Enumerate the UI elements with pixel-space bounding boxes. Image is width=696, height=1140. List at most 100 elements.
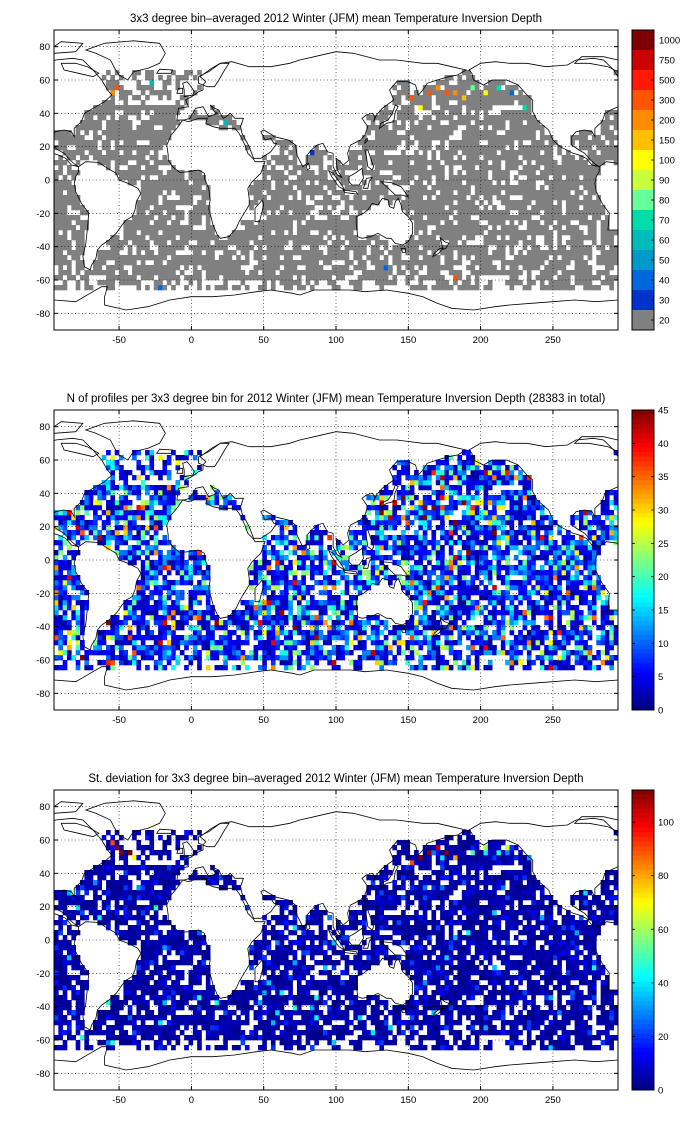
bin-cell — [483, 115, 489, 121]
bin-cell — [409, 575, 415, 581]
bin-cell — [301, 165, 306, 171]
bin-cell — [275, 595, 280, 601]
bin-cell — [479, 120, 484, 126]
bin-cell — [279, 150, 285, 156]
bin-cell — [379, 570, 385, 576]
bin-cell — [301, 550, 306, 556]
bin-cell — [149, 165, 155, 171]
bin-cell — [435, 175, 441, 181]
bin-cell — [123, 275, 129, 281]
bin-cell — [223, 280, 228, 286]
bin-cell — [249, 245, 254, 251]
bin-cell — [192, 185, 198, 191]
bin-cell — [401, 625, 406, 631]
bin-cell — [136, 70, 142, 76]
bin-cell — [336, 580, 341, 586]
bin-cell — [379, 495, 385, 501]
bin-cell — [318, 230, 324, 236]
bin-cell — [362, 260, 367, 266]
bin-cell — [357, 185, 363, 191]
bin-cell — [188, 190, 194, 196]
bin-cell — [214, 655, 220, 661]
bin-cell — [509, 185, 515, 191]
bin-cell — [422, 235, 428, 241]
bin-cell — [535, 230, 541, 236]
bin-cell — [179, 610, 185, 616]
bin-cell — [54, 570, 59, 576]
coastline — [176, 87, 184, 94]
bin-cell — [591, 220, 597, 226]
bin-cell — [132, 655, 137, 661]
bin-cell — [309, 220, 315, 226]
bin-cell — [587, 270, 593, 276]
bin-cell — [383, 525, 389, 531]
bin-cell — [457, 270, 463, 276]
bin-cell — [158, 285, 163, 291]
bin-cell — [279, 250, 285, 256]
bin-cell — [110, 155, 116, 161]
bin-cell — [496, 120, 502, 126]
bin-cell — [192, 210, 198, 216]
bin-cell — [101, 130, 107, 136]
bin-cell — [422, 585, 428, 591]
bin-cell — [409, 100, 415, 106]
bin-cell — [231, 640, 237, 646]
bin-cell — [305, 585, 311, 591]
bin-cell — [427, 90, 432, 96]
bin-cell — [132, 265, 137, 271]
bin-cell — [388, 265, 393, 271]
bin-cell — [171, 105, 176, 111]
bin-cell — [362, 625, 367, 631]
bin-cell — [357, 520, 363, 526]
bin-cell — [448, 210, 454, 216]
bin-cell — [97, 515, 103, 521]
bin-cell — [58, 580, 63, 586]
bin-cell — [288, 150, 293, 156]
bin-cell — [175, 80, 181, 86]
bin-cell — [366, 495, 372, 501]
bin-cell — [171, 205, 176, 211]
bin-cell — [166, 660, 172, 666]
bin-cell — [145, 135, 150, 141]
bin-cell — [461, 190, 467, 196]
bin-cell — [249, 205, 254, 211]
bin-cell — [210, 270, 215, 276]
bin-cell — [106, 140, 111, 146]
bin-cell — [301, 610, 306, 616]
bin-cell — [132, 650, 137, 656]
bin-cell — [349, 545, 354, 551]
bin-cell — [197, 580, 202, 586]
bin-cell — [93, 135, 98, 141]
bin-cell — [201, 560, 207, 566]
bin-cell — [474, 230, 480, 236]
bin-cell — [58, 215, 63, 221]
bin-cell — [197, 185, 202, 191]
bin-cell — [409, 285, 415, 291]
bin-cell — [401, 90, 406, 96]
bin-cell — [119, 650, 124, 656]
bin-cell — [613, 260, 618, 266]
bin-cell — [249, 190, 254, 196]
bin-cell — [479, 190, 484, 196]
bin-cell — [483, 245, 489, 251]
bin-cell — [54, 560, 59, 566]
bin-cell — [344, 625, 350, 631]
bin-cell — [175, 480, 181, 486]
bin-cell — [231, 615, 237, 621]
bin-cell — [162, 565, 168, 571]
bin-cell — [283, 605, 289, 611]
bin-cell — [539, 205, 545, 211]
bin-cell — [166, 260, 172, 266]
bin-cell — [336, 635, 341, 641]
bin-cell — [531, 250, 536, 256]
bin-cell — [97, 645, 103, 651]
bin-cell — [474, 175, 480, 181]
bin-cell — [440, 110, 445, 116]
bin-cell — [283, 655, 289, 661]
bin-cell — [526, 210, 532, 216]
bin-cell — [314, 155, 319, 161]
bin-cell — [249, 600, 254, 606]
bin-cell — [396, 160, 402, 166]
bin-cell — [474, 150, 480, 156]
bin-cell — [119, 475, 124, 481]
